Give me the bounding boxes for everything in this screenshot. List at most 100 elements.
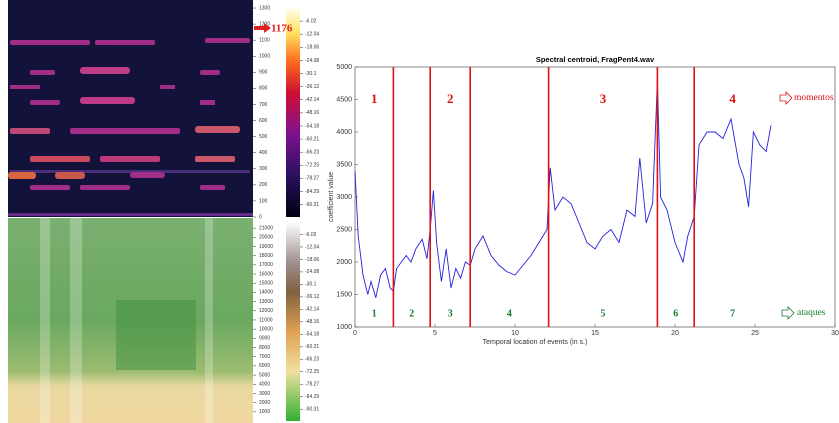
colorbar-tick-label: -54.18: [305, 123, 319, 129]
colorbar-tick-label: -48.16: [305, 110, 319, 116]
momento-label: 2: [447, 91, 454, 106]
colorbar-tick-label: -66.23: [305, 357, 319, 363]
line-series: [354, 79, 772, 298]
y-tick-label: 1500: [336, 291, 352, 298]
y-tick-label: 2000: [336, 259, 352, 266]
momento-label: 4: [729, 91, 736, 106]
freq-tick-label: 1100: [259, 38, 270, 44]
y-tick-label: 4000: [336, 129, 352, 136]
y-tick-label: 3000: [336, 194, 352, 201]
freq-tick-label: 21000: [259, 225, 273, 231]
momento-label: 1: [371, 91, 378, 106]
freq-tick-label: 700: [259, 102, 268, 108]
freq-tick-label: 1300: [259, 5, 270, 11]
ataque-label: 2: [409, 308, 414, 319]
freq-tick-label: 100: [259, 198, 268, 204]
freq-tick-label: 1000: [259, 409, 270, 415]
ataque-label: 6: [673, 308, 678, 319]
colorbar-tick-label: -24.08: [305, 269, 319, 275]
momento-label: 3: [600, 91, 607, 106]
freq-tick-label: 11000: [259, 317, 273, 323]
freq-tick-label: 12000: [259, 308, 273, 314]
freq-tick-label: 1000: [259, 54, 270, 60]
y-tick-label: 4500: [336, 96, 352, 103]
ataques-legend: ataques: [797, 308, 826, 318]
freq-tick-label: 18000: [259, 253, 273, 259]
y-axis-label: coefficient value: [328, 172, 335, 222]
freq-tick-label: 15000: [259, 281, 273, 287]
y-tick-label: 2500: [336, 226, 352, 233]
colorbar-tick-label: -72.25: [305, 369, 319, 375]
colorbar-tick-label: -6.02: [305, 232, 317, 238]
colorbar-bottom: [286, 222, 300, 421]
freq-tick-label: 600: [259, 118, 268, 124]
y-tick-label: 1000: [336, 324, 352, 331]
annotation-label: 1176: [271, 23, 293, 35]
freq-tick-label: 6000: [259, 363, 270, 369]
x-tick-label: 25: [751, 330, 759, 337]
y-tick-label: 5000: [336, 64, 352, 71]
colorbar-tick-label: -72.25: [305, 163, 319, 169]
ataque-label: 3: [448, 308, 453, 319]
colorbar-tick-label: -60.21: [305, 136, 319, 142]
colorbar-top: [286, 8, 300, 217]
spectrogram-dark-region: [116, 300, 196, 370]
colorbar-tick-label: -48.16: [305, 319, 319, 325]
spectrogram-top: [8, 0, 253, 217]
ataque-label: 5: [601, 308, 606, 319]
colorbar-tick-label: -60.21: [305, 344, 319, 350]
colorbar-tick-label: -54.18: [305, 332, 319, 338]
colorbar-tick-label: -6.02: [305, 18, 317, 24]
colorbar-tick-label: -90.31: [305, 202, 319, 208]
colorbar-tick-label: -36.12: [305, 294, 319, 300]
colorbar-tick-label: -18.06: [305, 45, 319, 51]
freq-tick-label: 19000: [259, 244, 273, 250]
freq-tick-label: 3000: [259, 391, 270, 397]
momentos-arrow: [779, 91, 793, 105]
colorbar-tick-label: -30.1: [305, 282, 317, 288]
freq-tick-label: 800: [259, 86, 268, 92]
colorbar-tick-label: -18.06: [305, 257, 319, 263]
colorbar-tick-label: -84.29: [305, 394, 319, 400]
x-tick-label: 5: [433, 330, 437, 337]
annotation-arrow: [254, 22, 271, 33]
y-tick-label: 3500: [336, 161, 352, 168]
colorbar-tick-label: -84.29: [305, 189, 319, 195]
colorbar-tick-label: -36.12: [305, 84, 319, 90]
freq-tick-label: 400: [259, 150, 268, 156]
freq-tick-label: 10000: [259, 326, 273, 332]
x-tick-label: 15: [591, 330, 599, 337]
ataque-label: 1: [372, 308, 377, 319]
freq-tick-label: 0: [259, 214, 262, 220]
colorbar-tick-label: -42.14: [305, 307, 319, 313]
freq-tick-label: 8000: [259, 345, 270, 351]
freq-tick-label: 900: [259, 70, 268, 76]
colorbar-tick-label: -24.08: [305, 58, 319, 64]
spectrogram-texture: [40, 218, 213, 423]
colorbar-tick-label: -12.04: [305, 244, 319, 250]
x-tick-label: 0: [353, 330, 357, 337]
colorbar-tick-label: -90.31: [305, 407, 319, 413]
colorbar-tick-label: -78.27: [305, 176, 319, 182]
freq-tick-label: 14000: [259, 290, 273, 296]
x-tick-label: 10: [511, 330, 519, 337]
x-tick-label: 30: [831, 330, 839, 337]
x-tick-label: 20: [671, 330, 679, 337]
freq-tick-label: 5000: [259, 372, 270, 378]
freq-tick-label: 13000: [259, 299, 273, 305]
x-axis-label: Temporal location of events (in s.): [483, 339, 588, 346]
ataque-label: 4: [507, 308, 512, 319]
freq-tick-label: 16000: [259, 271, 273, 277]
colorbar-tick-label: -66.23: [305, 150, 319, 156]
colorbar-tick-label: -78.27: [305, 382, 319, 388]
ataques-arrow: [781, 306, 795, 320]
freq-tick-label: 17000: [259, 262, 273, 268]
freq-tick-label: 2000: [259, 400, 270, 406]
freq-tick-label: 4000: [259, 382, 270, 388]
momentos-legend: momentos: [794, 93, 834, 103]
freq-tick-label: 20000: [259, 235, 273, 241]
freq-tick-label: 200: [259, 182, 268, 188]
freq-tick-label: 500: [259, 134, 268, 140]
freq-tick-label: 7000: [259, 354, 270, 360]
